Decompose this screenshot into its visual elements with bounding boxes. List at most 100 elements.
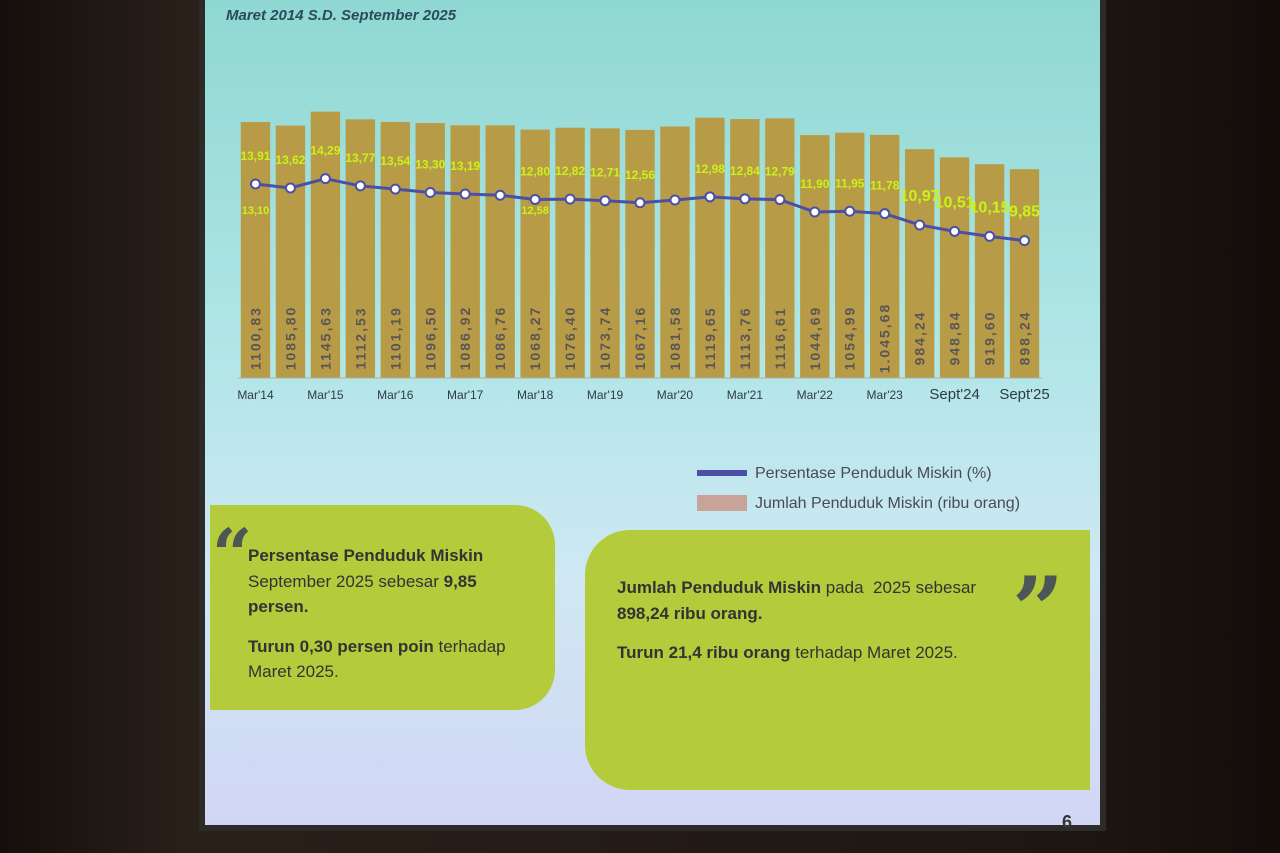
bar-value-label: 948,84	[947, 311, 963, 366]
x-tick-label: Mar'20	[657, 388, 694, 402]
line-point	[284, 182, 296, 194]
bar-value-label: 1116,61	[772, 306, 788, 369]
bar	[310, 111, 341, 378]
text-segment: Jumlah Penduduk Miskin	[617, 578, 822, 597]
line-value-label: 14,29	[310, 144, 340, 158]
text-segment: Turun 0,30 persen poin	[248, 636, 434, 656]
bar	[590, 128, 620, 378]
callout-text: Turun 0,30 persen poin terhadap Maret 20…	[248, 634, 535, 685]
x-tick-label: Mar'15	[307, 388, 344, 402]
line-value-label: 11,90	[800, 177, 830, 191]
bar	[695, 117, 725, 379]
legend-label: Jumlah Penduduk Miskin (ribu orang)	[755, 495, 1020, 512]
annotation: 12,58	[521, 205, 549, 217]
x-tick-label: Mar'21	[727, 388, 764, 402]
bar-value-label: 1101,19	[387, 306, 403, 370]
line-point	[739, 193, 751, 205]
callout-text: Persentase Penduduk Miskin September 202…	[248, 543, 535, 620]
annotation: 13,10	[242, 205, 270, 217]
bar-value-label: 1076,40	[562, 306, 578, 371]
bar-value-label: 1096,50	[422, 306, 438, 371]
bar-value-label: 1067,16	[632, 306, 648, 371]
bar-value-label: 1073,74	[597, 306, 613, 371]
x-tick-label: Mar'18	[517, 388, 554, 402]
callout-text: Turun 21,4 ribu orang terhadap Maret 202…	[617, 640, 980, 666]
line-point	[809, 206, 821, 218]
line-point	[319, 173, 331, 185]
callout-box: Jumlah Penduduk Miskin pada 2025 sebesar…	[585, 530, 1090, 790]
bar-value-label: 1145,63	[317, 306, 333, 370]
line-value-label: 13,77	[345, 151, 375, 165]
line-value-label: 11,78	[870, 179, 900, 193]
line-value-label: 12,82	[555, 164, 585, 178]
line-point	[634, 197, 646, 209]
bar	[240, 122, 271, 378]
bar-value-label: 1068,27	[527, 306, 543, 371]
line-value-label: 10,15	[970, 199, 1010, 216]
line-value-label: 9,85	[1009, 204, 1040, 221]
text-segment: September 2025 sebesar	[248, 546, 488, 591]
bar	[1009, 169, 1040, 378]
legend-swatch	[697, 470, 747, 476]
bar-value-label: 1086,76	[492, 306, 508, 371]
bar	[939, 157, 970, 378]
line-point	[669, 194, 681, 206]
bar-value-label: 1112,53	[352, 306, 368, 369]
bar-value-label: 1.045,68	[877, 303, 893, 374]
line-point	[774, 194, 786, 206]
line-value-label: 13,30	[415, 157, 445, 171]
bar	[275, 125, 306, 378]
line-point	[459, 188, 471, 200]
chart-title: Maret 2014 S.D. September 2025	[226, 7, 457, 24]
bar	[904, 149, 935, 378]
line-point	[529, 193, 541, 205]
bar-value-label: 898,24	[1017, 311, 1033, 366]
line-point	[564, 193, 576, 205]
x-tick-label: Sept'25	[999, 386, 1049, 403]
line-point	[879, 208, 891, 220]
x-tick-label: Mar'14	[237, 388, 274, 402]
line-value-label: 12,80	[520, 164, 550, 178]
quote-icon: “	[212, 513, 253, 596]
line-point	[494, 189, 506, 201]
legend-swatch	[697, 495, 747, 511]
line-point	[599, 195, 611, 207]
x-tick-label: Mar'17	[447, 388, 484, 402]
line-value-label: 13,91	[240, 149, 270, 163]
line-value-label: 10,97	[900, 188, 940, 205]
text-segment: 898,24 ribu orang.	[617, 603, 763, 623]
line-point	[249, 178, 261, 190]
line-value-label: 12,71	[590, 166, 620, 180]
line-point	[844, 205, 856, 217]
bar	[555, 127, 585, 378]
bar	[730, 119, 760, 379]
text-segment: Turun 21,4 ribu orang	[617, 643, 791, 662]
x-tick-label: Mar'16	[377, 388, 414, 402]
bar-value-label: 1085,80	[282, 306, 298, 371]
bar-value-label: 1119,65	[702, 306, 718, 369]
line-point	[704, 191, 716, 203]
line-value-label: 13,54	[380, 154, 410, 168]
x-tick-label: Mar'19	[587, 388, 624, 402]
x-tick-label: Sept'24	[929, 386, 979, 403]
text-segment: pada 2025 sebesar	[821, 578, 981, 597]
text-segment: 9,85 persen.	[248, 571, 482, 617]
bar-value-label: 984,24	[912, 311, 928, 366]
line-value-label: 12,79	[765, 165, 795, 179]
line-point	[389, 183, 401, 195]
bar-value-label: 1113,76	[737, 306, 753, 369]
bar	[485, 125, 515, 378]
line-value-label: 11,95	[835, 176, 865, 190]
bar	[870, 134, 900, 378]
line-point	[984, 230, 996, 242]
bar	[765, 118, 795, 378]
bar	[800, 135, 830, 378]
bar-value-label: 919,60	[982, 311, 998, 366]
legend-label: Persentase Penduduk Miskin (%)	[755, 465, 992, 482]
bar	[660, 126, 690, 378]
bar	[974, 164, 1005, 378]
callout-text: Jumlah Penduduk Miskin pada 2025 sebesar…	[617, 575, 980, 626]
x-tick-label: Mar'23	[867, 388, 904, 402]
bar	[345, 119, 376, 378]
